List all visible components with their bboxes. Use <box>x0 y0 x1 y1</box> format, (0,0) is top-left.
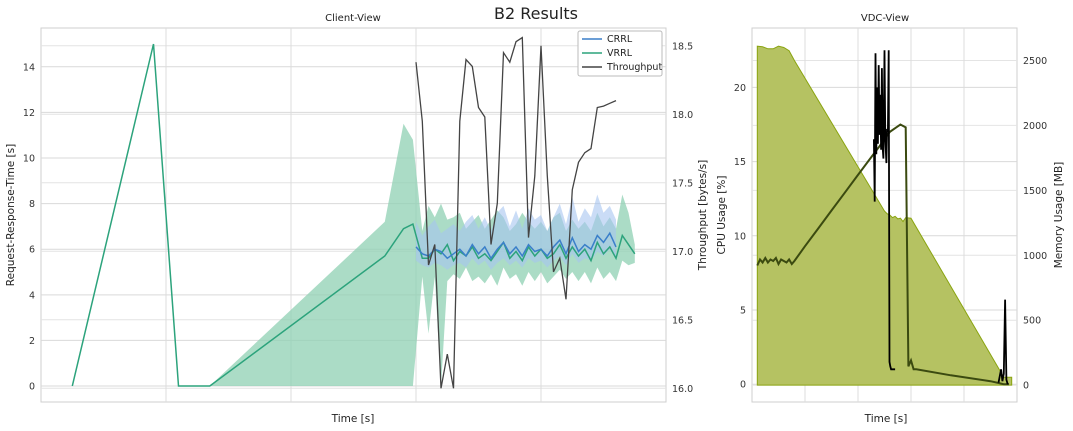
client-view-left-ticks: 0 2 4 6 8 10 12 14 <box>23 62 35 392</box>
legend-box <box>577 30 663 77</box>
client-view-ytick-right-label: 17.0 <box>672 247 693 258</box>
vdc-view-ytick-right-label: 1500 <box>1023 186 1047 197</box>
vdc-view-left-ticks: 0 5 10 15 20 <box>734 83 746 391</box>
vdc-view-memory-area <box>756 45 1013 386</box>
client-view-legend: CRRL VRRL Throughput <box>577 30 663 77</box>
client-view-ytick-label: 12 <box>23 108 35 119</box>
vdc-view-ytick-label: 5 <box>740 305 746 316</box>
client-view-ytick-label: 0 <box>29 382 35 393</box>
client-view-ytick-label: 14 <box>23 62 35 73</box>
vdc-view-ytick-label: 15 <box>734 157 746 168</box>
client-view-ytick-right-label: 18.5 <box>672 41 693 52</box>
cpu-spikes-line <box>873 50 896 371</box>
vrrl-confidence-band <box>72 44 635 386</box>
client-view-ytick-label: 8 <box>29 199 35 210</box>
crrl-confidence-band <box>416 194 616 270</box>
legend-label-crrl: CRRL <box>607 34 633 45</box>
client-view-chart: 0 2 4 6 8 10 12 14 16.0 16.5 17.0 17.5 18.0 18.5 Cli… <box>5 13 709 425</box>
client-view-lines <box>71 36 636 389</box>
client-view-ytick-right-label: 16.5 <box>672 315 693 326</box>
client-view-ytick-right-label: 17.5 <box>672 178 693 189</box>
client-view-ytick-label: 10 <box>23 153 35 164</box>
vdc-view-ytick-label: 10 <box>734 231 746 242</box>
legend-label-vrrl: VRRL <box>607 48 633 59</box>
cpu-spikes-end-line <box>997 299 1009 385</box>
memory-usage-area <box>756 45 1013 386</box>
client-view-ylabel: Request-Response-Time [s] <box>5 144 17 286</box>
vdc-view-ylabel: CPU Usage [%] <box>716 176 728 255</box>
figure-suptitle: B2 Results <box>494 4 578 23</box>
vdc-view-ytick-right-label: 2000 <box>1023 121 1047 132</box>
vdc-view-ytick-right-label: 0 <box>1023 381 1029 392</box>
client-view-xlabel: Time [s] <box>331 413 375 425</box>
legend-label-throughput: Throughput <box>606 62 662 73</box>
vdc-view-ytick-right-label: 2500 <box>1023 56 1047 67</box>
client-view-ytick-label: 2 <box>29 336 35 347</box>
client-view-right-ticks: 16.0 16.5 17.0 17.5 18.0 18.5 <box>672 41 693 394</box>
cpu-usage-line <box>756 123 1009 386</box>
client-view-ytick-right-label: 18.0 <box>672 110 693 121</box>
vdc-view-ytick-right-label: 1000 <box>1023 251 1047 262</box>
vdc-view-cpu-lines <box>756 50 1009 386</box>
vdc-view-ytick-label: 20 <box>734 83 746 94</box>
vdc-view-ytick-right-label: 500 <box>1023 316 1041 327</box>
crrl-line <box>415 231 617 260</box>
client-view-ylabel-right: Throughput [bytes/s] <box>697 160 709 271</box>
client-view-bands <box>72 44 635 386</box>
vdc-view-xlabel: Time [s] <box>864 413 908 425</box>
vdc-view-chart: 0 5 10 15 20 0 500 1000 1500 2000 2500 VDC-View T… <box>716 13 1065 425</box>
vdc-view-right-ticks: 0 500 1000 1500 2000 2500 <box>1023 56 1047 392</box>
client-view-ytick-label: 4 <box>29 290 35 301</box>
client-view-title: Client-View <box>325 13 381 24</box>
client-view-ytick-label: 6 <box>29 245 35 256</box>
throughput-line <box>415 36 617 389</box>
vdc-view-title: VDC-View <box>861 13 909 24</box>
vdc-view-ytick-label: 0 <box>740 380 746 391</box>
vdc-view-ylabel-right: Memory Usage [MB] <box>1053 162 1065 269</box>
client-view-ytick-right-label: 16.0 <box>672 384 693 395</box>
